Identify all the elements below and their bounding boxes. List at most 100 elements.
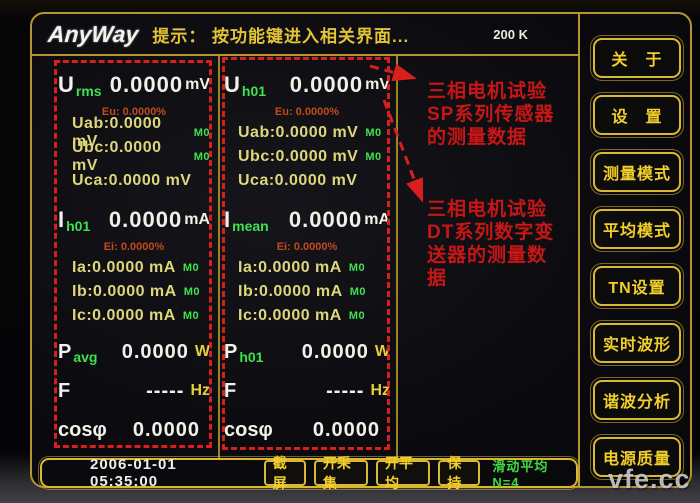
button-start-averaging[interactable]: 开平均 [376, 455, 431, 491]
datetime-display: 2006-01-01 05:35:00 [90, 456, 177, 490]
frequency-value: ----- [146, 379, 185, 402]
arrow-to-note-1 [369, 63, 417, 82]
phase-value: Ib:0.0000 mA [238, 283, 343, 300]
phase-value: Uca:0.0000 mV [238, 172, 358, 189]
current-value: 0.0000 [288, 207, 363, 232]
phase-row-uca: Uca:0.0000 mV [58, 169, 210, 193]
cosphi-symbol: cosφ [58, 418, 107, 441]
phase-value: Ubc:0.0000 mV [238, 148, 359, 165]
phase-row-ubc: Ubc:0.0000 mV M0 [224, 145, 390, 169]
measurement-panel-dt: U h01 0.0000 mV Eu: 0.0000% Uab:0.0000 m… [224, 64, 390, 450]
button-screenshot[interactable]: 截屏 [263, 455, 306, 491]
annotation-dt: 三相电机试验 DT系列数字变 送器的测量数 据 [427, 198, 554, 290]
vfe-watermark: vfe.cc [608, 464, 691, 494]
button-start-acquisition[interactable]: 开采集 [313, 455, 369, 491]
button-average-mode[interactable]: 平均模式 [590, 206, 684, 252]
hint-text: 提示： 按功能键进入相关界面... [152, 26, 410, 46]
annotation-sp: 三相电机试验 SP系列传感器 的测量数据 [427, 80, 554, 149]
current-value: 0.0000 [108, 207, 183, 232]
current-main-row: I h01 0.0000 mA [58, 199, 210, 241]
voltage-main-row: U h01 0.0000 mV [224, 64, 390, 106]
cosphi-row: cosφ 0.0000 [58, 410, 210, 450]
phase-row-uab: Uab:0.0000 mV M0 [58, 115, 210, 150]
mode-tag: M0 [348, 262, 366, 274]
cosphi-row: cosφ 0.0000 [224, 410, 390, 450]
voltage-unit: mV [365, 76, 390, 93]
phase-row-ic: Ic:0.0000 mA M0 [224, 304, 390, 328]
phase-row-uab: Uab:0.0000 mV M0 [224, 121, 390, 145]
mode-tag: M0 [365, 151, 382, 163]
mode-tag: M0 [348, 310, 366, 322]
voltage-main-row: U rms 0.0000 mV [58, 64, 210, 106]
power-unit: W [374, 343, 390, 360]
phase-row-ib: Ib:0.0000 mA M0 [58, 280, 210, 304]
phase-value: Uab:0.0000 mV [72, 115, 162, 150]
phase-row-ic: Ic:0.0000 mA M0 [58, 304, 210, 328]
voltage-error: Eu: 0.0000% [274, 106, 340, 118]
power-unit: W [194, 343, 210, 360]
button-hold[interactable]: 保持 [438, 455, 481, 491]
button-harmonic-analysis[interactable]: 谐波分析 [590, 377, 684, 423]
highlight-box-dt [222, 57, 390, 450]
button-power-quality[interactable]: 电源质量 [590, 434, 684, 480]
button-tn-settings[interactable]: TN设置 [590, 263, 684, 309]
frequency-row: F ----- Hz [58, 372, 210, 410]
voltage-symbol: U [58, 72, 74, 97]
button-settings[interactable]: 设 置 [590, 92, 684, 138]
frequency-symbol: F [58, 379, 71, 402]
top-bar: AnyWay 提示： 按功能键进入相关界面... 200 K [32, 14, 578, 56]
voltage-subscript: rms [75, 83, 102, 99]
annotation-arrows [369, 63, 424, 203]
phase-value: Ic:0.0000 mA [238, 307, 342, 324]
cosphi-symbol: cosφ [224, 418, 273, 441]
power-symbol: P [224, 340, 238, 363]
frequency-unit: Hz [190, 382, 210, 399]
current-error: Ei: 0.0000% [103, 241, 165, 253]
current-subscript: h01 [66, 218, 91, 234]
current-main-row: I mean 0.0000 mA [224, 199, 390, 241]
phase-value: Uab:0.0000 mV [238, 124, 359, 141]
current-subscript: mean [232, 218, 269, 234]
mode-tag: M0 [193, 151, 210, 163]
voltage-value: 0.0000 [109, 72, 184, 97]
voltage-error: Eu: 0.0000% [101, 106, 167, 118]
phase-row-uca: Uca:0.0000 mV [224, 169, 390, 193]
phase-value: Ib:0.0000 mA [72, 283, 177, 300]
phase-row-ia: Ia:0.0000 mA M0 [58, 256, 210, 280]
arrow-to-note-2 [382, 99, 424, 203]
annotation-line: 的测量数据 [427, 127, 528, 148]
power-subscript: h01 [239, 349, 264, 365]
phase-row-ubc: Ubc:0.0000 mV M0 [58, 139, 210, 174]
sliding-average-status: 滑动平均 N=4 [492, 459, 549, 490]
phase-value: Ic:0.0000 mA [72, 307, 176, 324]
cosphi-value: 0.0000 [132, 418, 200, 441]
highlight-box-sp [54, 60, 212, 448]
voltage-subscript: h01 [241, 83, 267, 99]
panel-divider-2 [396, 56, 398, 458]
button-realtime-waveform[interactable]: 实时波形 [590, 320, 684, 366]
mode-tag: M0 [182, 262, 200, 274]
mode-tag: M0 [365, 127, 382, 139]
anyway-logo: AnyWay [47, 20, 140, 47]
voltage-unit: mV [185, 76, 210, 93]
sample-rate: 200 K [493, 26, 528, 42]
current-symbol: I [58, 207, 65, 232]
mode-tag: M0 [193, 127, 210, 139]
voltage-value: 0.0000 [289, 72, 364, 97]
annotation-line: DT系列数字变 [427, 222, 555, 243]
frequency-value: ----- [326, 379, 365, 402]
button-measure-mode[interactable]: 测量模式 [590, 149, 684, 195]
power-subscript: avg [73, 349, 98, 365]
power-symbol: P [58, 340, 72, 363]
voltage-symbol: U [224, 72, 240, 97]
current-symbol: I [224, 207, 231, 232]
button-about[interactable]: 关 于 [590, 35, 684, 81]
current-unit: mA [364, 211, 390, 228]
mode-tag: M0 [182, 310, 200, 322]
current-error: Ei: 0.0000% [276, 241, 338, 253]
sidebar-divider [578, 14, 580, 486]
cosphi-value: 0.0000 [312, 418, 380, 441]
annotation-line: 三相电机试验 [427, 199, 548, 220]
annotation-line: SP系列传感器 [427, 104, 555, 125]
measurement-panel-sp: U rms 0.0000 mV Eu: 0.0000% Uab:0.0000 m… [58, 64, 210, 450]
